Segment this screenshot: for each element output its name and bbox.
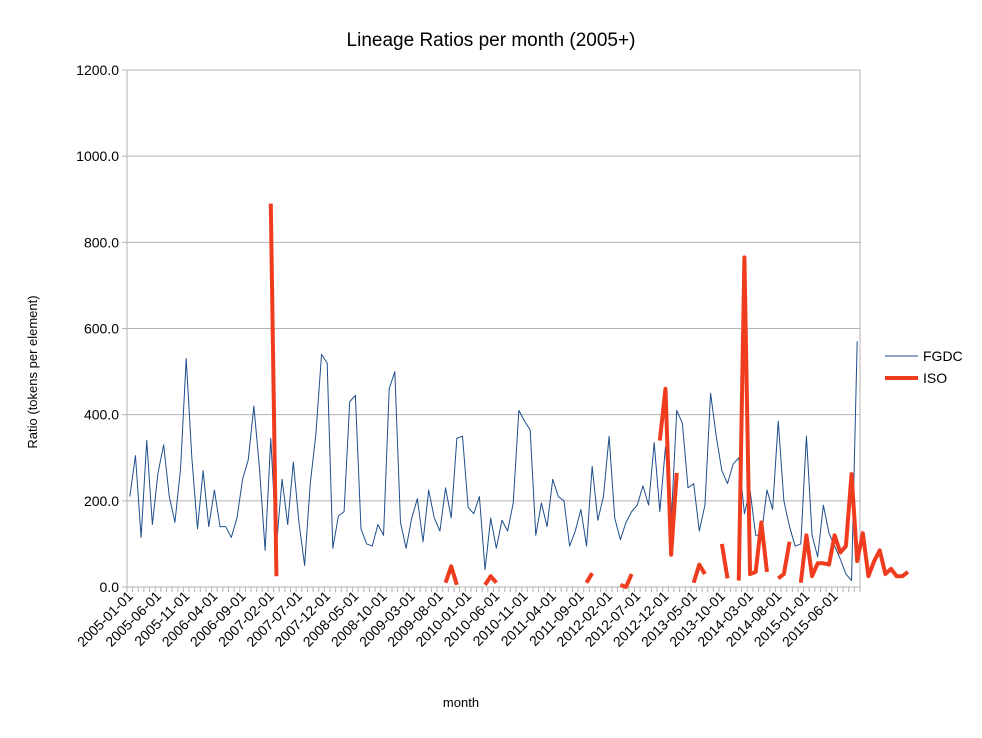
grid-lines	[126, 69, 861, 588]
legend-label-iso: ISO	[923, 370, 947, 386]
y-tick-label: 600.0	[84, 321, 119, 337]
legend: FGDC ISO	[885, 348, 963, 386]
series-line-iso	[268, 203, 910, 589]
x-axis-ticks: 2005-01-012005-06-012005-11-012006-04-01…	[74, 587, 861, 650]
y-axis-label: Ratio (tokens per element)	[25, 295, 40, 448]
y-tick-label: 0.0	[100, 579, 120, 595]
y-tick-label: 1000.0	[76, 148, 119, 164]
series-line-fgdc	[129, 341, 858, 582]
y-axis-ticks: 0.0 200.0 400.0 600.0 800.0 1000.0 1200.0	[76, 62, 127, 595]
series-lines	[129, 203, 910, 589]
chart-title: Lineage Ratios per month (2005+)	[347, 30, 636, 51]
y-tick-label: 800.0	[84, 234, 119, 250]
y-tick-label: 200.0	[84, 493, 119, 509]
x-axis-label: month	[443, 695, 479, 710]
y-tick-label: 1200.0	[76, 62, 119, 78]
y-tick-label: 400.0	[84, 407, 119, 423]
legend-label-fgdc: FGDC	[923, 348, 963, 364]
